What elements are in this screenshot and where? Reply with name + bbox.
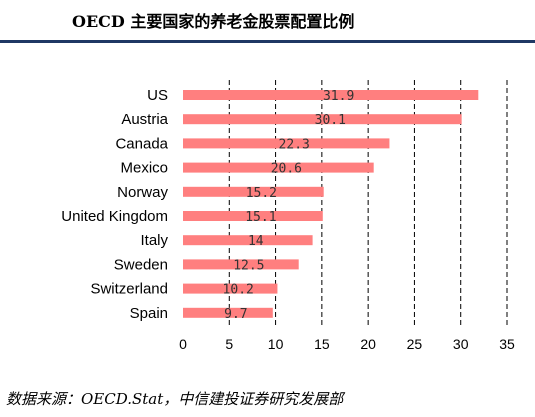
x-tick-label: 30 — [453, 336, 469, 352]
data-label: 22.3 — [279, 137, 310, 152]
category-label: United Kingdom — [61, 208, 168, 225]
title-rule — [0, 40, 535, 43]
chart-title: OECD 主要国家的养老金股票配置比例 — [72, 12, 355, 31]
category-label: Canada — [115, 135, 168, 152]
data-label: 15.2 — [246, 186, 277, 201]
x-tick-label: 15 — [314, 336, 330, 352]
bar — [183, 162, 374, 173]
category-label: Norway — [117, 184, 168, 201]
labels: 0 5 10 15 20 25 30 35 US 31.9 Austria 30.1 Canada 22.… — [61, 87, 515, 352]
x-tick-label: 0 — [179, 336, 187, 352]
bar-chart: 0 5 10 15 20 25 30 35 US 31.9 Austria 30.1 Canada 22.… — [61, 80, 515, 352]
bar — [183, 307, 273, 318]
category-label: Austria — [121, 111, 168, 128]
category-label: Switzerland — [90, 281, 168, 298]
category-label: Spain — [130, 305, 168, 322]
bar — [183, 259, 299, 270]
x-tick-label: 10 — [268, 336, 284, 352]
data-label: 10.2 — [223, 283, 254, 298]
category-label: US — [147, 87, 168, 104]
data-label: 20.6 — [271, 162, 302, 177]
bar — [183, 138, 390, 149]
data-label: 15.1 — [245, 210, 276, 225]
category-label: Sweden — [114, 256, 168, 273]
x-tick-label: 20 — [360, 336, 376, 352]
category-label: Italy — [140, 232, 168, 249]
bar — [183, 114, 462, 125]
bar — [183, 283, 278, 294]
data-label: 12.5 — [233, 258, 264, 273]
category-label: Mexico — [120, 160, 168, 177]
data-label: 14 — [248, 234, 264, 249]
x-tick-label: 35 — [499, 336, 515, 352]
bar — [183, 186, 324, 197]
data-label: 9.7 — [224, 307, 247, 322]
bar — [183, 235, 313, 246]
bar — [183, 90, 479, 100]
x-tick-label: 25 — [407, 336, 423, 352]
bar — [183, 211, 323, 221]
source-note: 数据来源：OECD.Stat，中信建投证券研究发展部 — [6, 390, 344, 408]
data-label: 31.9 — [323, 89, 354, 104]
data-label: 30.1 — [315, 113, 346, 128]
x-tick-label: 5 — [225, 336, 233, 352]
bars — [183, 90, 479, 318]
